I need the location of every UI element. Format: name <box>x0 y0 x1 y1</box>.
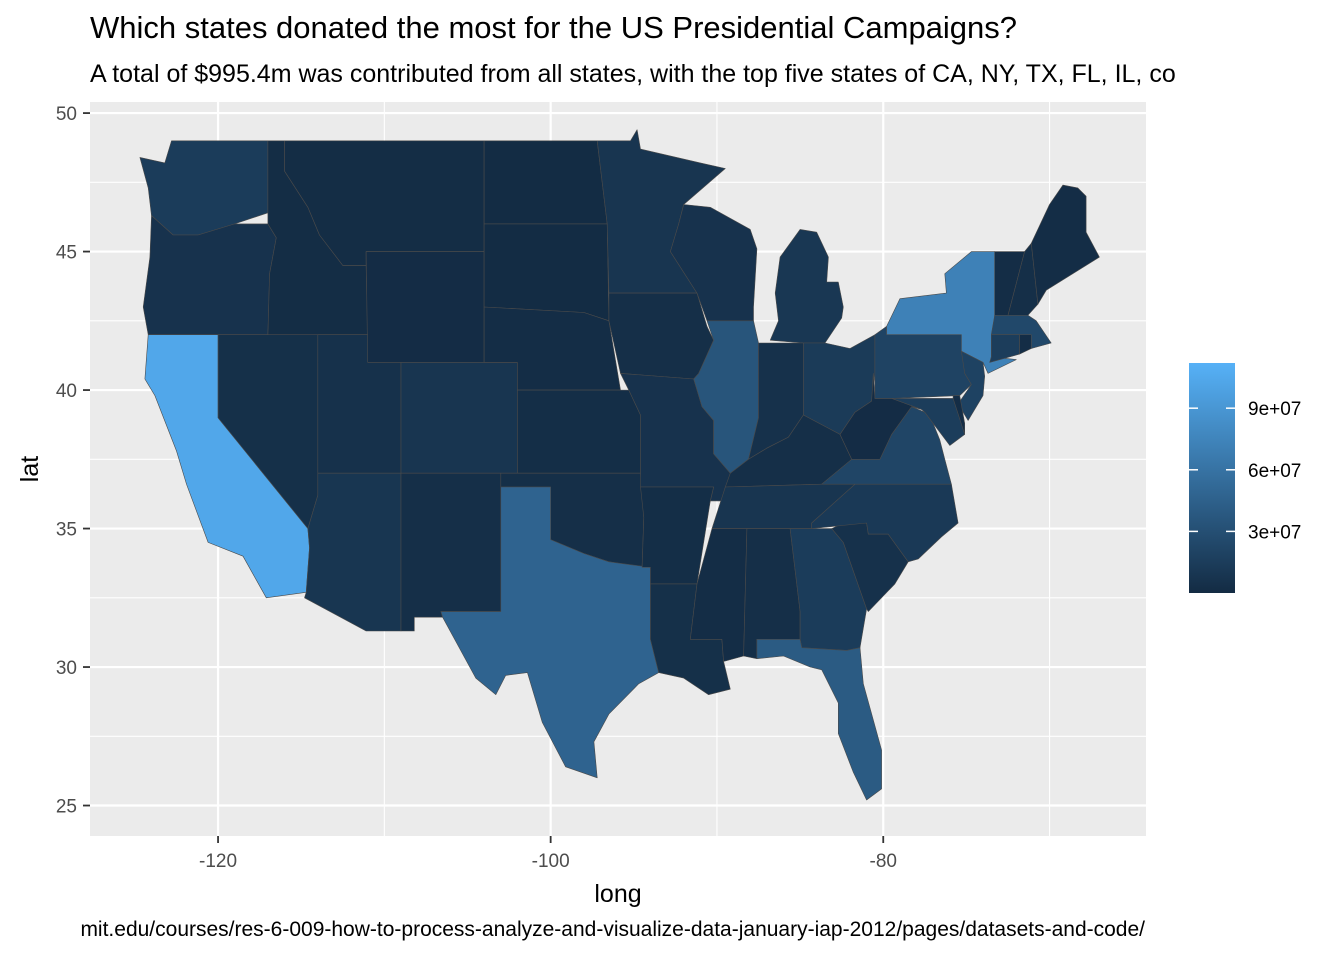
state-new-mexico <box>400 472 502 632</box>
x-axis: -120 -100 -80 <box>199 836 897 872</box>
state-wyoming <box>365 251 485 363</box>
state-maryland <box>891 398 965 446</box>
state-oregon <box>142 215 277 335</box>
state-new-jersey <box>957 351 985 421</box>
x-tick-label: -80 <box>870 851 897 872</box>
state-pennsylvania <box>874 326 972 399</box>
state-florida <box>756 639 882 801</box>
legend: 3e+07 6e+07 9e+07 <box>1189 363 1301 593</box>
state-colorado <box>400 362 518 474</box>
state-iowa <box>608 292 714 380</box>
state-texas <box>440 486 659 779</box>
state-rhode-island <box>1019 334 1032 355</box>
y-tick-label: 50 <box>56 104 77 125</box>
y-tick-label: 30 <box>56 658 77 679</box>
state-connecticut <box>989 334 1020 363</box>
legend-colorbar <box>1189 363 1235 593</box>
y-tick-label: 45 <box>56 243 77 264</box>
legend-tick-label: 9e+07 <box>1248 399 1301 420</box>
chart-title: Which states donated the most for the US… <box>90 10 1018 45</box>
state-maine <box>1031 184 1100 305</box>
y-tick-label: 25 <box>56 797 77 818</box>
x-axis-title: long <box>594 880 641 908</box>
y-axis: 25 30 35 40 45 50 <box>56 104 90 818</box>
x-tick-label: -120 <box>199 851 237 872</box>
state-north-dakota <box>483 140 608 225</box>
y-tick-label: 40 <box>56 381 77 402</box>
chart-subtitle: A total of $995.4m was contributed from … <box>90 60 1176 88</box>
state-south-dakota <box>483 223 610 322</box>
y-axis-title: lat <box>16 456 44 482</box>
state-new-hampshire <box>1007 243 1039 316</box>
state-shapes <box>139 129 1100 801</box>
chart-caption: mit.edu/courses/res-6-009-how-to-process… <box>80 918 1145 941</box>
x-tick-label: -100 <box>532 851 570 872</box>
state-mississippi <box>690 528 748 662</box>
state-kansas <box>517 389 641 474</box>
y-tick-label: 35 <box>56 520 77 541</box>
legend-tick-label: 3e+07 <box>1248 522 1301 543</box>
state-michigan <box>769 229 844 344</box>
legend-tick-label: 6e+07 <box>1248 461 1301 482</box>
